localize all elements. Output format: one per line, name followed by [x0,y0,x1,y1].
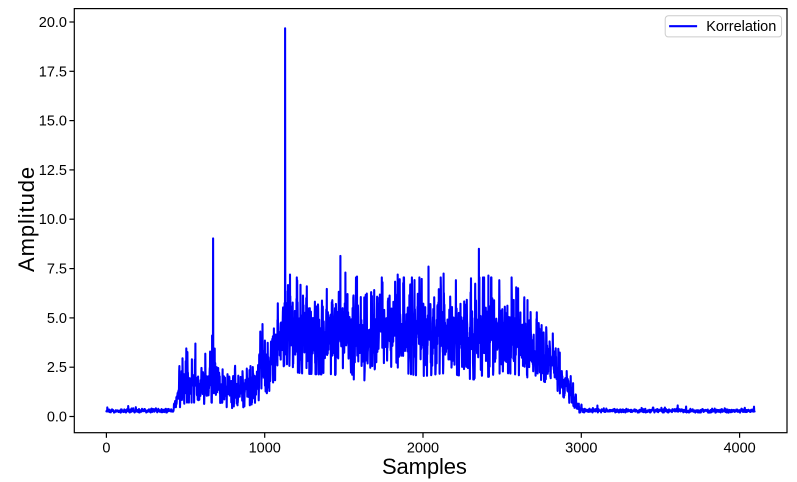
svg-text:15.0: 15.0 [39,114,67,130]
svg-text:10.0: 10.0 [39,212,67,228]
svg-text:Korrelation: Korrelation [706,19,776,35]
svg-text:0: 0 [102,441,110,457]
svg-text:Amplitude: Amplitude [14,166,39,272]
svg-text:17.5: 17.5 [39,64,67,80]
svg-text:0.0: 0.0 [47,410,67,426]
svg-text:3000: 3000 [565,441,597,457]
svg-text:5.0: 5.0 [47,311,67,327]
svg-text:1000: 1000 [249,441,281,457]
svg-text:12.5: 12.5 [39,163,67,179]
svg-text:2000: 2000 [407,441,439,457]
svg-text:20.0: 20.0 [39,15,67,31]
svg-text:Samples: Samples [382,454,467,479]
svg-text:2.5: 2.5 [47,360,67,376]
svg-text:4000: 4000 [723,441,755,457]
svg-text:7.5: 7.5 [47,262,67,278]
